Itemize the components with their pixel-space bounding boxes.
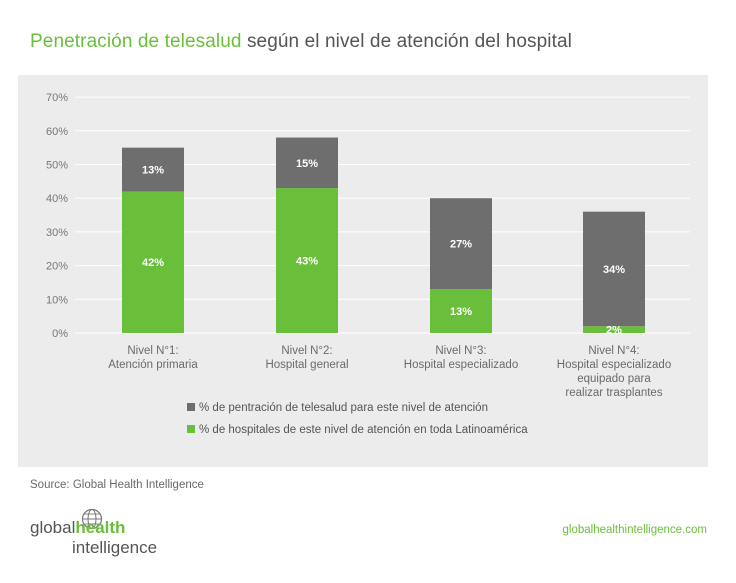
- bar-segment-hospitals: [583, 326, 645, 333]
- y-tick-label: 40%: [46, 193, 68, 205]
- data-label-hospitals: 42%: [142, 257, 164, 269]
- data-label-telehealth: 13%: [142, 165, 164, 177]
- legend-swatch: [187, 425, 195, 433]
- data-label-hospitals: 43%: [296, 256, 318, 268]
- bar-segment-telehealth: [276, 137, 338, 189]
- bar-segment-hospitals: [430, 289, 492, 333]
- logo-text-intelligence: intelligence: [72, 538, 158, 557]
- category-label: Nivel N°3:: [435, 345, 486, 357]
- global-health-intelligence-logo: globalhealth intelligence: [30, 508, 170, 564]
- logo-text-global-health: globalhealth: [30, 518, 125, 538]
- category-label: Nivel N°4:: [588, 345, 639, 357]
- logo-text-health: health: [75, 518, 126, 537]
- category-label: Hospital general: [265, 359, 348, 371]
- stacked-bar-chart: 0% 10% 20% 30% 40% 50% 60% 70% 42% 13% Nivel N°1: A…: [46, 92, 690, 436]
- data-label-telehealth: 34%: [603, 264, 625, 276]
- bar-segment-telehealth: [583, 211, 645, 327]
- y-tick-label: 70%: [46, 92, 68, 104]
- chart-title-accent: Penetración de telesalud: [30, 31, 242, 52]
- legend-label: % de pentración de telesalud para este n…: [199, 402, 488, 414]
- y-tick-label: 30%: [46, 227, 68, 239]
- legend-label: % de hospitales de este nivel de atenció…: [199, 424, 528, 436]
- bar-segment-telehealth: [122, 147, 184, 192]
- data-label-hospitals: 13%: [450, 306, 472, 318]
- data-label-telehealth: 15%: [296, 158, 318, 170]
- logo-text-global: global: [30, 518, 76, 537]
- category-label: Atención primaria: [108, 359, 198, 371]
- y-tick-label: 0%: [52, 328, 68, 340]
- data-label-telehealth: 27%: [450, 239, 472, 251]
- category-label: realizar trasplantes: [565, 387, 662, 399]
- website-link[interactable]: globalhealthintelligence.com: [562, 524, 708, 536]
- category-label: Hospital especializado: [557, 359, 671, 371]
- bar-segment-hospitals: [122, 191, 184, 333]
- y-tick-label: 50%: [46, 160, 68, 172]
- chart-title-rest: según el nivel de atención del hospital: [241, 31, 572, 52]
- legend-swatch: [187, 403, 195, 411]
- y-tick-label: 10%: [46, 294, 68, 306]
- category-label: equipado para: [577, 373, 651, 385]
- chart-title: Penetración de telesalud según el nivel …: [30, 31, 572, 53]
- globe-icon: [81, 508, 103, 530]
- source-note: Source: Global Health Intelligence: [30, 479, 204, 491]
- category-label: Hospital especializado: [404, 359, 518, 371]
- category-label: Nivel N°1:: [127, 345, 178, 357]
- y-tick-label: 20%: [46, 261, 68, 273]
- category-label: Nivel N°2:: [281, 345, 332, 357]
- bar-segment-telehealth: [430, 198, 492, 290]
- bar-segment-hospitals: [276, 188, 338, 333]
- y-tick-label: 60%: [46, 126, 68, 138]
- data-label-hospitals: 2%: [606, 325, 622, 337]
